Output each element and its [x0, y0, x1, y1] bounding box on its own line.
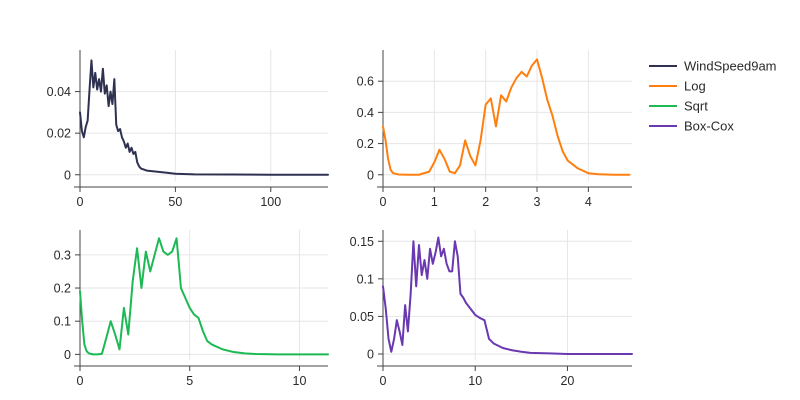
series-line-box-cox: [382, 236, 633, 355]
y-tick-label: 0: [367, 347, 374, 361]
y-tick-label: 0.1: [54, 315, 71, 329]
x-tick-label: 0: [77, 374, 84, 388]
series-line-windspeed9am: [79, 59, 329, 176]
legend-label: Log: [684, 79, 706, 94]
chart-panel-windspeed9am: 0 50 100 0 0.02 0.04: [47, 50, 329, 209]
legend: WindSpeed9am Log Sqrt Box-Cox: [649, 59, 777, 134]
x-tick-label: 10: [468, 374, 482, 388]
y-tick-label: 0: [64, 168, 71, 182]
y-tick-label: 0.4: [357, 106, 374, 120]
x-tick-label: 100: [260, 195, 281, 209]
y-tick-label: 0: [367, 168, 374, 182]
y-tick-label: 0.2: [357, 137, 374, 151]
chart-panel-sqrt: 0 5 10 0 0.1 0.2 0.3: [54, 230, 329, 388]
y-tick-label: 0.05: [350, 310, 374, 324]
x-tick-label: 0: [77, 195, 84, 209]
legend-label: Sqrt: [684, 99, 708, 114]
series-line-sqrt: [79, 237, 329, 356]
x-tick-label: 0: [380, 195, 387, 209]
y-tick-label: 0.15: [350, 235, 374, 249]
x-tick-label: 50: [168, 195, 182, 209]
x-tick-label: 0: [380, 374, 387, 388]
x-tick-label: 1: [431, 195, 438, 209]
y-tick-label: 0.6: [357, 75, 374, 89]
x-tick-label: 5: [186, 374, 193, 388]
chart-panel-box-cox: 0 10 20 0 0.05 0.1 0.15: [350, 230, 633, 388]
series-line-log: [382, 58, 631, 176]
x-tick-label: 2: [482, 195, 489, 209]
y-tick-label: 0.3: [54, 248, 71, 262]
y-tick-label: 0.04: [47, 85, 71, 99]
chart-panel-log: 0 1 2 3 4 0 0.2 0.4 0.6: [357, 50, 632, 209]
x-tick-label: 3: [534, 195, 541, 209]
x-tick-label: 4: [585, 195, 592, 209]
y-tick-label: 0.2: [54, 282, 71, 296]
x-tick-label: 10: [293, 374, 307, 388]
y-tick-label: 0.1: [357, 272, 374, 286]
x-tick-label: 20: [560, 374, 574, 388]
y-tick-label: 0: [64, 348, 71, 362]
legend-label: Box-Cox: [684, 119, 734, 134]
y-tick-label: 0.02: [47, 127, 71, 141]
legend-label: WindSpeed9am: [684, 59, 777, 74]
